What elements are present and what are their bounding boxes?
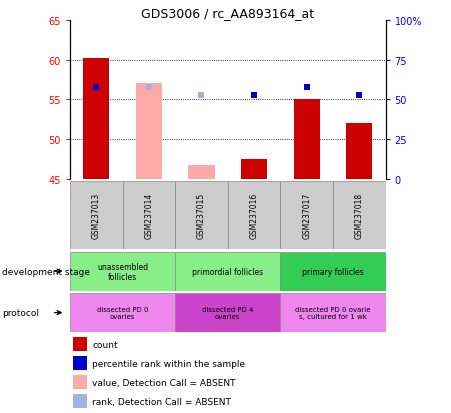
Point bbox=[250, 92, 258, 99]
Title: GDS3006 / rc_AA893164_at: GDS3006 / rc_AA893164_at bbox=[141, 7, 314, 19]
Bar bbox=[281, 182, 333, 250]
Text: GSM237017: GSM237017 bbox=[302, 193, 311, 239]
Point bbox=[303, 85, 310, 92]
Text: GSM237014: GSM237014 bbox=[144, 193, 153, 239]
Bar bbox=[281, 293, 386, 332]
Text: GSM237013: GSM237013 bbox=[92, 193, 101, 239]
Bar bbox=[83, 59, 110, 180]
Bar bbox=[175, 252, 281, 291]
Text: dissected PD 4
ovaries: dissected PD 4 ovaries bbox=[202, 306, 253, 319]
Text: development stage: development stage bbox=[2, 267, 90, 276]
Point bbox=[356, 92, 363, 99]
Text: protocol: protocol bbox=[2, 309, 39, 317]
Bar bbox=[73, 337, 87, 351]
Bar bbox=[333, 182, 386, 250]
Text: dissected PD 0
ovaries: dissected PD 0 ovaries bbox=[97, 306, 148, 319]
Bar bbox=[281, 252, 386, 291]
Text: GSM237018: GSM237018 bbox=[355, 193, 364, 239]
Bar bbox=[189, 165, 215, 180]
Bar bbox=[294, 100, 320, 180]
Text: GSM237016: GSM237016 bbox=[249, 193, 258, 239]
Text: unassembled
follicles: unassembled follicles bbox=[97, 262, 148, 281]
Point bbox=[145, 85, 152, 92]
Text: value, Detection Call = ABSENT: value, Detection Call = ABSENT bbox=[92, 378, 235, 387]
Bar bbox=[346, 124, 373, 180]
Bar bbox=[70, 293, 175, 332]
Point bbox=[92, 85, 100, 92]
Bar bbox=[228, 182, 281, 250]
Bar bbox=[73, 394, 87, 408]
Point bbox=[198, 93, 205, 100]
Bar bbox=[73, 375, 87, 389]
Text: dissected PD 0 ovarie
s, cultured for 1 wk: dissected PD 0 ovarie s, cultured for 1 … bbox=[295, 306, 371, 319]
Bar bbox=[73, 356, 87, 370]
Bar bbox=[175, 293, 281, 332]
Bar bbox=[70, 182, 123, 250]
Bar bbox=[241, 160, 267, 180]
Bar bbox=[123, 182, 175, 250]
Text: rank, Detection Call = ABSENT: rank, Detection Call = ABSENT bbox=[92, 397, 231, 406]
Text: primary follicles: primary follicles bbox=[302, 267, 364, 276]
Text: percentile rank within the sample: percentile rank within the sample bbox=[92, 359, 245, 368]
Bar bbox=[136, 84, 162, 180]
Text: primordial follicles: primordial follicles bbox=[192, 267, 263, 276]
Text: GSM237015: GSM237015 bbox=[197, 193, 206, 239]
Text: count: count bbox=[92, 340, 118, 349]
Bar bbox=[70, 252, 175, 291]
Bar bbox=[175, 182, 228, 250]
